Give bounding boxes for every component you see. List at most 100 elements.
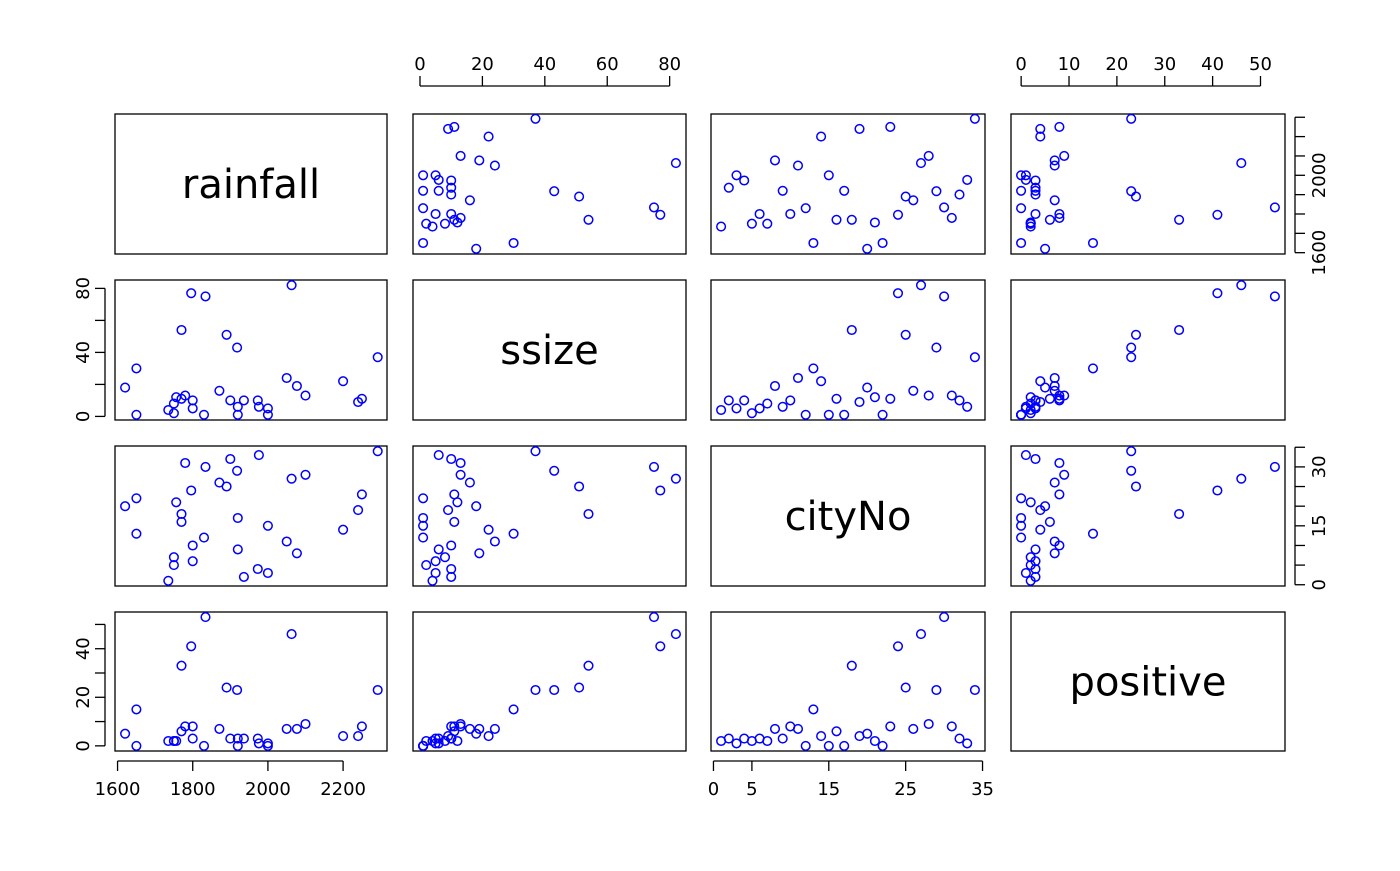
- point-rainfall-vs-positive-3: [1020, 170, 1031, 181]
- point-rainfall-vs-cityNo-1: [716, 221, 727, 232]
- panel-frame-cityNo-ssize: [412, 445, 687, 587]
- point-cityNo-vs-positive-17: [1016, 512, 1027, 524]
- point-rainfall-vs-ssize-5: [421, 218, 432, 229]
- point-cityNo-vs-ssize-3: [430, 567, 441, 579]
- point-cityNo-vs-positive-26: [1049, 477, 1060, 488]
- point-cityNo-vs-ssize-32: [446, 453, 457, 465]
- point-positive-vs-ssize-32: [446, 733, 457, 744]
- point-rainfall-vs-ssize-11: [489, 160, 500, 171]
- point-positive-vs-rainfall-32: [225, 733, 236, 744]
- point-cityNo-vs-rainfall-31: [180, 457, 191, 469]
- variable-label-cityNo: cityNo: [785, 494, 912, 540]
- point-positive-vs-rainfall-23: [356, 721, 367, 732]
- point-rainfall-vs-positive-6: [1030, 208, 1041, 220]
- point-rainfall-vs-cityNo-23: [885, 121, 896, 132]
- point-ssize-vs-cityNo-11: [792, 372, 804, 384]
- panel-frame-cityNo-rainfall: [114, 445, 388, 587]
- point-rainfall-vs-cityNo-32: [954, 189, 965, 200]
- point-rainfall-vs-ssize-20: [471, 243, 482, 254]
- point-ssize-vs-cityNo-21: [869, 392, 880, 403]
- panel-frame-rainfall-rainfall: [114, 113, 388, 255]
- point-positive-vs-cityNo-12: [800, 740, 811, 751]
- point-rainfall-vs-cityNo-24: [892, 209, 904, 220]
- point-ssize-vs-rainfall-1: [163, 404, 174, 416]
- point-cityNo-vs-rainfall-27: [286, 473, 297, 484]
- point-rainfall-vs-cityNo-14: [816, 131, 827, 142]
- point-cityNo-vs-ssize-19: [443, 505, 454, 516]
- point-rainfall-vs-cityNo-15: [823, 170, 834, 181]
- point-ssize-vs-rainfall-24: [186, 288, 197, 299]
- point-positive-vs-cityNo-7: [762, 735, 773, 747]
- point-ssize-vs-positive-29: [1126, 342, 1137, 353]
- point-ssize-vs-cityNo-4: [739, 395, 750, 406]
- point-positive-vs-cityNo-2: [723, 733, 734, 744]
- point-cityNo-vs-ssize-28: [455, 469, 466, 480]
- point-rainfall-vs-cityNo-5: [746, 218, 757, 229]
- point-positive-vs-cityNo-20: [862, 728, 873, 739]
- point-cityNo-vs-rainfall-8: [291, 548, 302, 559]
- point-positive-vs-ssize-34: [530, 684, 541, 696]
- point-ssize-vs-cityNo-20: [862, 382, 873, 393]
- tick-label-top-positive: 10: [1058, 54, 1081, 75]
- point-cityNo-vs-positive-20: [1040, 501, 1051, 512]
- point-cityNo-vs-ssize-25: [574, 481, 585, 492]
- point-positive-vs-ssize-14: [483, 731, 494, 742]
- point-cityNo-vs-ssize-18: [583, 508, 594, 520]
- point-positive-vs-rainfall-28: [300, 718, 311, 730]
- point-cityNo-vs-positive-8: [1049, 548, 1060, 559]
- point-ssize-vs-positive-31: [1054, 390, 1065, 401]
- point-rainfall-vs-cityNo-17: [839, 185, 850, 196]
- point-rainfall-vs-ssize-8: [474, 155, 485, 166]
- point-rainfall-vs-ssize-22: [418, 237, 429, 249]
- point-rainfall-vs-cityNo-31: [946, 212, 957, 223]
- panel-frame-rainfall-ssize: [412, 113, 687, 255]
- point-cityNo-vs-rainfall-32: [225, 453, 236, 465]
- point-positive-vs-ssize-23: [449, 721, 460, 732]
- point-cityNo-vs-ssize-26: [464, 477, 475, 488]
- point-cityNo-vs-ssize-8: [474, 548, 485, 559]
- point-positive-vs-rainfall-25: [221, 682, 232, 693]
- point-positive-vs-rainfall-9: [232, 733, 243, 744]
- point-ssize-vs-positive-33: [1020, 401, 1031, 412]
- point-positive-vs-cityNo-26: [908, 723, 919, 734]
- point-positive-vs-cityNo-28: [923, 718, 934, 730]
- point-positive-vs-ssize-19: [443, 731, 454, 742]
- panel-frame-positive-ssize: [412, 611, 687, 752]
- point-cityNo-vs-rainfall-13: [131, 528, 142, 539]
- point-positive-vs-cityNo-23: [885, 721, 896, 732]
- point-ssize-vs-cityNo-9: [777, 401, 788, 412]
- variable-label-ssize: ssize: [500, 328, 598, 374]
- tick-label-right-cityNo: 30: [1309, 455, 1330, 478]
- point-cityNo-vs-rainfall-19: [353, 505, 364, 516]
- point-positive-vs-ssize-26: [464, 723, 475, 734]
- point-rainfall-vs-ssize-32: [446, 189, 457, 200]
- point-positive-vs-cityNo-22: [877, 740, 888, 751]
- point-ssize-vs-cityNo-2: [723, 395, 734, 406]
- point-positive-vs-cityNo-13: [808, 704, 819, 715]
- point-rainfall-vs-cityNo-10: [785, 208, 796, 220]
- point-rainfall-vs-cityNo-9: [777, 185, 788, 196]
- point-ssize-vs-rainfall-17: [232, 409, 243, 420]
- point-positive-vs-cityNo-8: [769, 723, 781, 734]
- point-ssize-vs-positive-28: [1059, 390, 1070, 401]
- point-cityNo-vs-positive-27: [1236, 473, 1247, 484]
- point-ssize-vs-positive-34: [1126, 352, 1137, 363]
- panel-frame-cityNo-cityNo: [710, 445, 986, 587]
- point-ssize-vs-positive-27: [1236, 280, 1247, 291]
- tick-label-top-ssize: 60: [596, 54, 619, 75]
- point-rainfall-vs-cityNo-19: [854, 123, 865, 134]
- point-cityNo-vs-ssize-15: [418, 520, 429, 531]
- point-ssize-vs-positive-24: [1212, 288, 1223, 299]
- point-rainfall-vs-positive-28: [1059, 150, 1070, 161]
- point-positive-vs-ssize-20: [471, 728, 482, 739]
- point-positive-vs-rainfall-24: [186, 641, 197, 652]
- point-cityNo-vs-rainfall-10: [187, 540, 198, 551]
- point-cityNo-vs-rainfall-24: [186, 485, 197, 496]
- tick-label-bottom-rainfall: 1600: [95, 779, 141, 800]
- point-ssize-vs-rainfall-7: [168, 398, 179, 409]
- point-rainfall-vs-ssize-14: [483, 131, 494, 142]
- point-rainfall-vs-ssize-9: [433, 185, 444, 196]
- point-positive-vs-cityNo-11: [792, 723, 804, 734]
- point-rainfall-vs-positive-14: [1035, 131, 1046, 142]
